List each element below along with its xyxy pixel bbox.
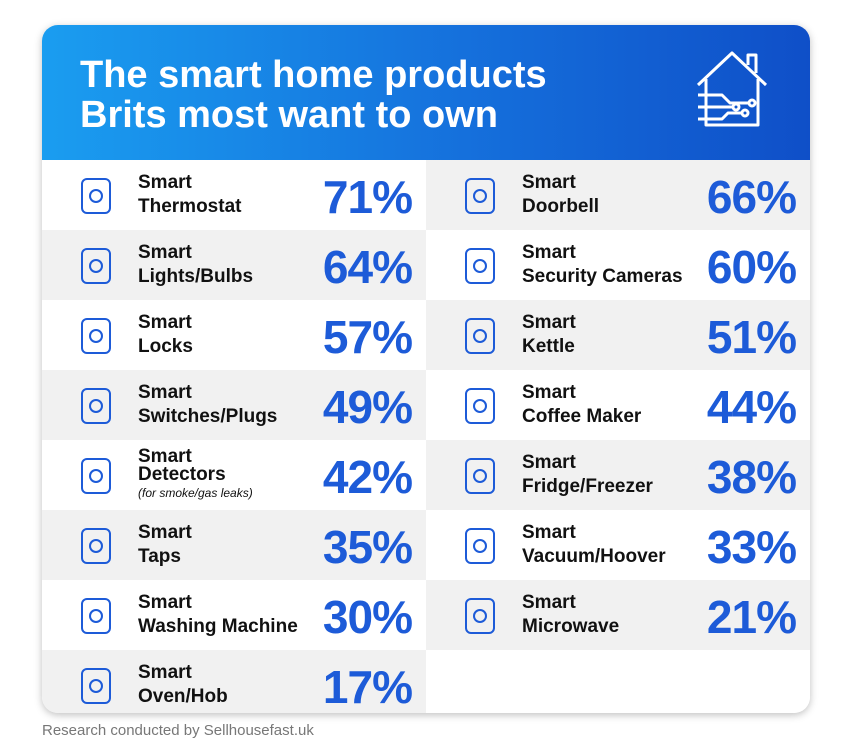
product-name: Detectors (138, 464, 226, 485)
row: Smart Security Cameras 60% (426, 230, 810, 300)
title: Brits most want to own (80, 94, 498, 136)
product-name: Switches/Plugs (138, 406, 278, 427)
row: Smart Lights/Bulbs 64% (42, 230, 426, 300)
percentage: 33% (706, 521, 797, 573)
row: Smart Kettle 51% (426, 300, 810, 370)
product-name: Oven/Hob (138, 686, 228, 707)
product-name: Security Cameras (522, 266, 683, 287)
product-name: Smart (522, 172, 576, 193)
product-name: Smart (138, 382, 192, 403)
percentage: 57% (322, 311, 413, 363)
product-name: Locks (138, 336, 193, 357)
row: Smart Coffee Maker 44% (426, 370, 810, 440)
footer: Research conducted by Sellhousefast.uk (42, 722, 314, 739)
product-name: Smart (138, 446, 192, 467)
product-name: Kettle (522, 336, 575, 357)
row: Smart Locks 57% (42, 300, 426, 370)
icon (450, 593, 510, 644)
row: Smart Fridge/Freezer 38% (426, 440, 810, 510)
percentage: 64% (322, 241, 413, 293)
icon (66, 453, 126, 504)
percentage: 51% (706, 311, 797, 363)
icon (66, 663, 126, 713)
product-name: Smart (138, 172, 192, 193)
row: Smart Doorbell 66% (426, 160, 810, 230)
product-name: Smart (522, 522, 576, 543)
product-name: Microwave (522, 616, 620, 637)
house-icon (696, 51, 768, 127)
product-name: Washing Machine (138, 616, 298, 637)
percentage: 60% (706, 241, 797, 293)
row: Smart Taps 35% (42, 510, 426, 580)
row: Smart Thermostat 71% (42, 160, 426, 230)
icon (66, 593, 126, 644)
row: Smart Washing Machine 30% (42, 580, 426, 650)
percentage: 17% (322, 661, 413, 713)
percentage: 35% (322, 521, 413, 573)
percentage: 30% (322, 591, 413, 643)
percentage: 21% (706, 591, 797, 643)
percentage: 38% (706, 451, 797, 503)
product-name: Lights/Bulbs (138, 266, 254, 287)
product-name: Smart (138, 312, 192, 333)
icon (66, 173, 126, 224)
row: Smart Vacuum/Hoover 33% (426, 510, 810, 580)
row: Smart Switches/Plugs 49% (42, 370, 426, 440)
row: Smart Microwave 21% (426, 580, 810, 650)
row: Smart Detectors (for smoke/gas leaks) 42% (42, 440, 426, 510)
product-name: Smart (522, 382, 576, 403)
percentage: 42% (322, 451, 413, 503)
row (426, 650, 810, 713)
icon (450, 523, 510, 574)
product-name: Smart (522, 312, 576, 333)
percentage: 49% (322, 381, 413, 433)
product-name: Fridge/Freezer (522, 476, 653, 497)
icon (450, 243, 510, 294)
product-name: Smart (138, 242, 192, 263)
product-name: Taps (138, 546, 181, 567)
icon (66, 243, 126, 294)
product-name: Smart (522, 452, 576, 473)
product-name: Smart (522, 242, 576, 263)
icon (66, 383, 126, 434)
product-name: Smart (138, 592, 192, 613)
product-name: Smart (138, 522, 192, 543)
card: The smart home products Brits most want … (42, 25, 810, 713)
percentage: 44% (706, 381, 797, 433)
row: Smart Oven/Hob 17% (42, 650, 426, 713)
percentage: 71% (322, 171, 413, 223)
title: The smart home products (80, 54, 547, 96)
icon (450, 453, 510, 504)
icon (450, 313, 510, 364)
header: The smart home products Brits most want … (42, 25, 810, 160)
product-name: Coffee Maker (522, 406, 642, 427)
product-name: Doorbell (522, 196, 600, 217)
product-name: Vacuum/Hoover (522, 546, 666, 567)
icon (450, 173, 510, 224)
product-name: Smart (138, 662, 192, 683)
product-name: Thermostat (138, 196, 242, 217)
percentage: 66% (706, 171, 797, 223)
icon (66, 523, 126, 574)
icon (450, 383, 510, 434)
note: (for smoke/gas leaks) (138, 486, 253, 500)
icon (66, 313, 126, 364)
product-name: Smart (522, 592, 576, 613)
